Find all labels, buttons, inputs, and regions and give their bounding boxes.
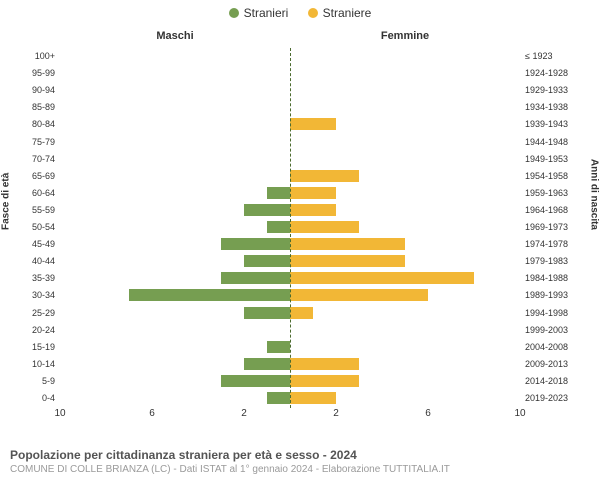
- birth-year-label: 1994-1998: [525, 305, 595, 322]
- age-label: 80-84: [0, 116, 55, 133]
- bar-female: [290, 204, 336, 216]
- left-y-labels: 100+95-9990-9485-8980-8475-7970-7465-696…: [0, 48, 55, 408]
- bar-male: [267, 221, 290, 233]
- birth-year-label: 2014-2018: [525, 373, 595, 390]
- birth-year-label: 1999-2003: [525, 322, 595, 339]
- age-label: 30-34: [0, 287, 55, 304]
- bar-male: [267, 392, 290, 404]
- birth-year-label: 1974-1978: [525, 236, 595, 253]
- bar-male: [221, 238, 290, 250]
- birth-year-label: 2004-2008: [525, 339, 595, 356]
- bar-female: [290, 289, 428, 301]
- age-label: 75-79: [0, 134, 55, 151]
- bar-female: [290, 221, 359, 233]
- age-label: 25-29: [0, 305, 55, 322]
- age-label: 10-14: [0, 356, 55, 373]
- age-label: 70-74: [0, 151, 55, 168]
- birth-year-label: 1969-1973: [525, 219, 595, 236]
- birth-year-label: 1934-1938: [525, 99, 595, 116]
- age-label: 100+: [0, 48, 55, 65]
- birth-year-label: ≤ 1923: [525, 48, 595, 65]
- chart-legend: Stranieri Straniere: [0, 6, 600, 21]
- legend-swatch-male: [229, 8, 239, 18]
- age-label: 40-44: [0, 253, 55, 270]
- bar-female: [290, 187, 336, 199]
- bar-male: [267, 341, 290, 353]
- age-label: 60-64: [0, 185, 55, 202]
- bar-male: [244, 204, 290, 216]
- caption: Popolazione per cittadinanza straniera p…: [10, 448, 590, 475]
- bar-male: [244, 255, 290, 267]
- birth-year-label: 1939-1943: [525, 116, 595, 133]
- x-tick: 6: [149, 408, 155, 419]
- birth-year-label: 1944-1948: [525, 134, 595, 151]
- plot-area: Maschi Femmine 10622610: [60, 30, 520, 430]
- birth-year-label: 1989-1993: [525, 287, 595, 304]
- birth-year-label: 1979-1983: [525, 253, 595, 270]
- age-label: 45-49: [0, 236, 55, 253]
- bar-male: [221, 375, 290, 387]
- right-y-labels: ≤ 19231924-19281929-19331934-19381939-19…: [525, 48, 595, 408]
- center-line: [290, 48, 291, 408]
- x-tick: 2: [333, 408, 339, 419]
- age-label: 55-59: [0, 202, 55, 219]
- age-label: 50-54: [0, 219, 55, 236]
- birth-year-label: 1959-1963: [525, 185, 595, 202]
- bar-female: [290, 375, 359, 387]
- x-axis: 10622610: [60, 408, 520, 428]
- bar-male: [129, 289, 290, 301]
- birth-year-label: 1954-1958: [525, 168, 595, 185]
- birth-year-label: 2009-2013: [525, 356, 595, 373]
- x-tick: 10: [514, 408, 525, 419]
- age-label: 95-99: [0, 65, 55, 82]
- age-label: 90-94: [0, 82, 55, 99]
- age-label: 65-69: [0, 168, 55, 185]
- legend-item-male: Stranieri: [229, 6, 289, 20]
- bar-male: [244, 358, 290, 370]
- bar-male: [244, 307, 290, 319]
- bar-female: [290, 170, 359, 182]
- birth-year-label: 1949-1953: [525, 151, 595, 168]
- legend-item-female: Straniere: [308, 6, 372, 20]
- age-label: 0-4: [0, 390, 55, 407]
- bar-male: [267, 187, 290, 199]
- birth-year-label: 2019-2023: [525, 390, 595, 407]
- age-label: 35-39: [0, 270, 55, 287]
- legend-label-male: Stranieri: [244, 6, 289, 20]
- age-label: 15-19: [0, 339, 55, 356]
- legend-label-female: Straniere: [323, 6, 372, 20]
- bar-female: [290, 272, 474, 284]
- age-label: 5-9: [0, 373, 55, 390]
- bar-female: [290, 255, 405, 267]
- x-tick: 6: [425, 408, 431, 419]
- bar-male: [221, 272, 290, 284]
- bar-female: [290, 358, 359, 370]
- x-tick: 2: [241, 408, 247, 419]
- bar-female: [290, 118, 336, 130]
- age-label: 85-89: [0, 99, 55, 116]
- caption-subtitle: COMUNE DI COLLE BRIANZA (LC) - Dati ISTA…: [10, 464, 590, 475]
- caption-title: Popolazione per cittadinanza straniera p…: [10, 448, 590, 462]
- bar-female: [290, 238, 405, 250]
- x-tick: 10: [54, 408, 65, 419]
- legend-swatch-female: [308, 8, 318, 18]
- birth-year-label: 1984-1988: [525, 270, 595, 287]
- bar-female: [290, 392, 336, 404]
- birth-year-label: 1964-1968: [525, 202, 595, 219]
- bar-female: [290, 307, 313, 319]
- birth-year-label: 1924-1928: [525, 65, 595, 82]
- birth-year-label: 1929-1933: [525, 82, 595, 99]
- section-title-male: Maschi: [60, 30, 290, 42]
- age-label: 20-24: [0, 322, 55, 339]
- section-title-female: Femmine: [290, 30, 520, 42]
